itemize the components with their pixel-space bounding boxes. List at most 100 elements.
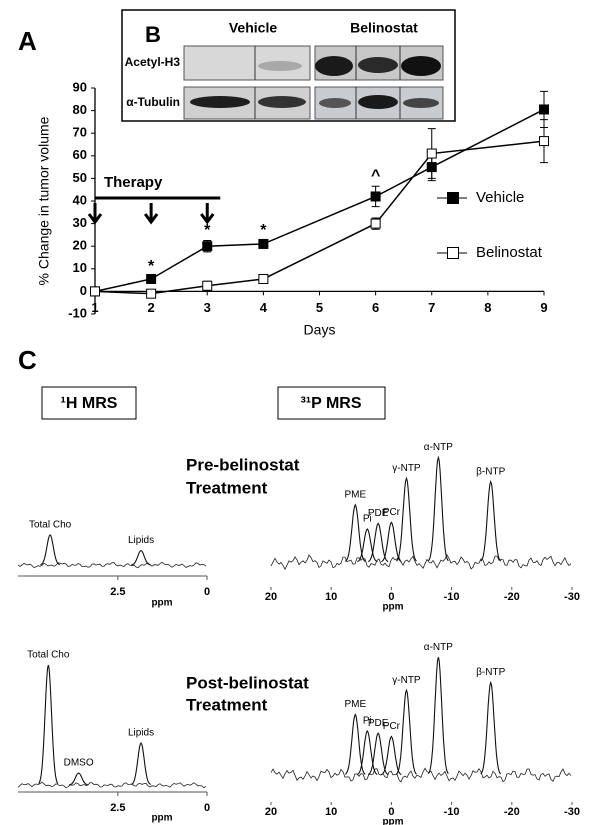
x-tick-label: 7 <box>428 300 435 315</box>
panel-label: C <box>18 345 37 375</box>
y-tick-label: 60 <box>73 147 87 162</box>
peak-label: γ-NTP <box>392 675 421 686</box>
peak-label: PCr <box>383 721 401 732</box>
baseline-noise <box>17 781 207 789</box>
peak <box>381 521 402 563</box>
peak-label: PME <box>344 699 366 710</box>
y-tick-label: 0 <box>80 283 87 298</box>
y-tick-label: 70 <box>73 125 87 140</box>
peak-label: DMSO <box>64 758 94 769</box>
y-tick-label: 10 <box>73 260 87 275</box>
condition-label: Pre-belinostat <box>186 455 300 474</box>
peak <box>480 479 502 562</box>
x-tick-label: -10 <box>444 591 460 603</box>
x-tick-label: 4 <box>260 300 268 315</box>
annotation: ^ <box>371 168 380 185</box>
legend-marker <box>447 192 459 204</box>
marker <box>370 191 381 202</box>
therapy-arrow <box>143 203 159 225</box>
peak-label: α-NTP <box>424 642 453 653</box>
marker <box>539 104 549 115</box>
legend-label: Belinostat <box>476 244 543 261</box>
peak <box>357 729 378 775</box>
marker <box>146 288 157 299</box>
y-tick-label: -10 <box>68 305 87 320</box>
y-tick-label: 50 <box>73 170 87 185</box>
x-tick-label: 0 <box>204 802 210 814</box>
x-tick-label: -30 <box>564 806 580 818</box>
baseline-noise <box>270 554 572 571</box>
peak-label: Lipids <box>128 535 154 546</box>
blot-images <box>183 45 444 120</box>
condition-label: Treatment <box>186 695 268 714</box>
peak-label: Total Cho <box>27 650 70 661</box>
marker <box>258 238 269 249</box>
peak-label: PCr <box>383 507 401 518</box>
peak <box>396 688 417 775</box>
therapy-label: Therapy <box>104 174 163 191</box>
marker <box>90 286 100 297</box>
y-tick-label: 40 <box>73 192 87 207</box>
x-tick-label: 20 <box>265 591 277 603</box>
baseline-noise <box>270 767 572 783</box>
x-tick-label: 2.5 <box>110 802 125 814</box>
y-tick-label: 80 <box>73 102 87 117</box>
x-tick-label: 9 <box>540 300 547 315</box>
baseline-noise <box>17 561 207 569</box>
peak-label: γ-NTP <box>392 463 421 474</box>
peak-label: β-NTP <box>476 466 505 477</box>
therapy-arrow <box>87 203 103 225</box>
blot-row: Acetyl-H3 <box>125 55 181 69</box>
x-tick-label: 10 <box>325 806 337 818</box>
peak <box>131 549 151 566</box>
section-box <box>277 386 386 420</box>
marker <box>202 241 213 252</box>
marker <box>146 273 157 284</box>
x-tick-label: 20 <box>265 806 277 818</box>
legend-marker <box>447 247 459 259</box>
x-tick-label: 8 <box>484 300 491 315</box>
x-axis-title: ppm <box>151 813 172 824</box>
peak <box>381 735 402 776</box>
x-tick-label: 3 <box>204 300 211 315</box>
peak <box>68 772 89 786</box>
legend-label: Vehicle <box>476 189 524 206</box>
peak <box>427 455 449 562</box>
peak-label: α-NTP <box>424 442 453 453</box>
marker <box>539 136 549 147</box>
y-tick-label: 30 <box>73 215 87 230</box>
x-tick-label: 0 <box>388 806 394 818</box>
x-axis-title: Days <box>304 322 336 338</box>
y-axis-title: % Change in tumor volume <box>36 116 52 285</box>
panel-label: A <box>18 26 37 56</box>
marker <box>426 148 437 159</box>
x-tick-label: 5 <box>316 300 323 315</box>
blot-group: Belinostat <box>350 20 418 36</box>
x-tick-label: 6 <box>372 300 379 315</box>
peak <box>396 476 417 562</box>
x-tick-label: 2.5 <box>110 586 125 598</box>
section-title: ³¹P MRS <box>300 395 361 412</box>
peak <box>480 680 502 775</box>
marker <box>202 280 213 291</box>
annotation: * <box>148 258 155 275</box>
peak <box>131 741 151 785</box>
x-tick-label: 10 <box>325 591 337 603</box>
condition-label: Treatment <box>186 478 268 497</box>
x-tick-label: 1 <box>91 300 98 315</box>
x-tick-label: -20 <box>504 806 520 818</box>
section-box <box>41 386 137 420</box>
blot-group: Vehicle <box>229 20 277 36</box>
peak <box>40 534 60 566</box>
y-tick-label: 90 <box>73 79 87 94</box>
peak <box>38 664 59 784</box>
annotation: * <box>260 222 267 239</box>
x-axis-title: ppm <box>151 598 172 609</box>
peak <box>357 528 378 563</box>
x-tick-label: -30 <box>564 591 580 603</box>
x-tick-label: -10 <box>444 806 460 818</box>
peak-label: Pi <box>363 514 372 525</box>
peak-label: Total Cho <box>29 520 72 531</box>
therapy-arrow <box>200 203 215 225</box>
